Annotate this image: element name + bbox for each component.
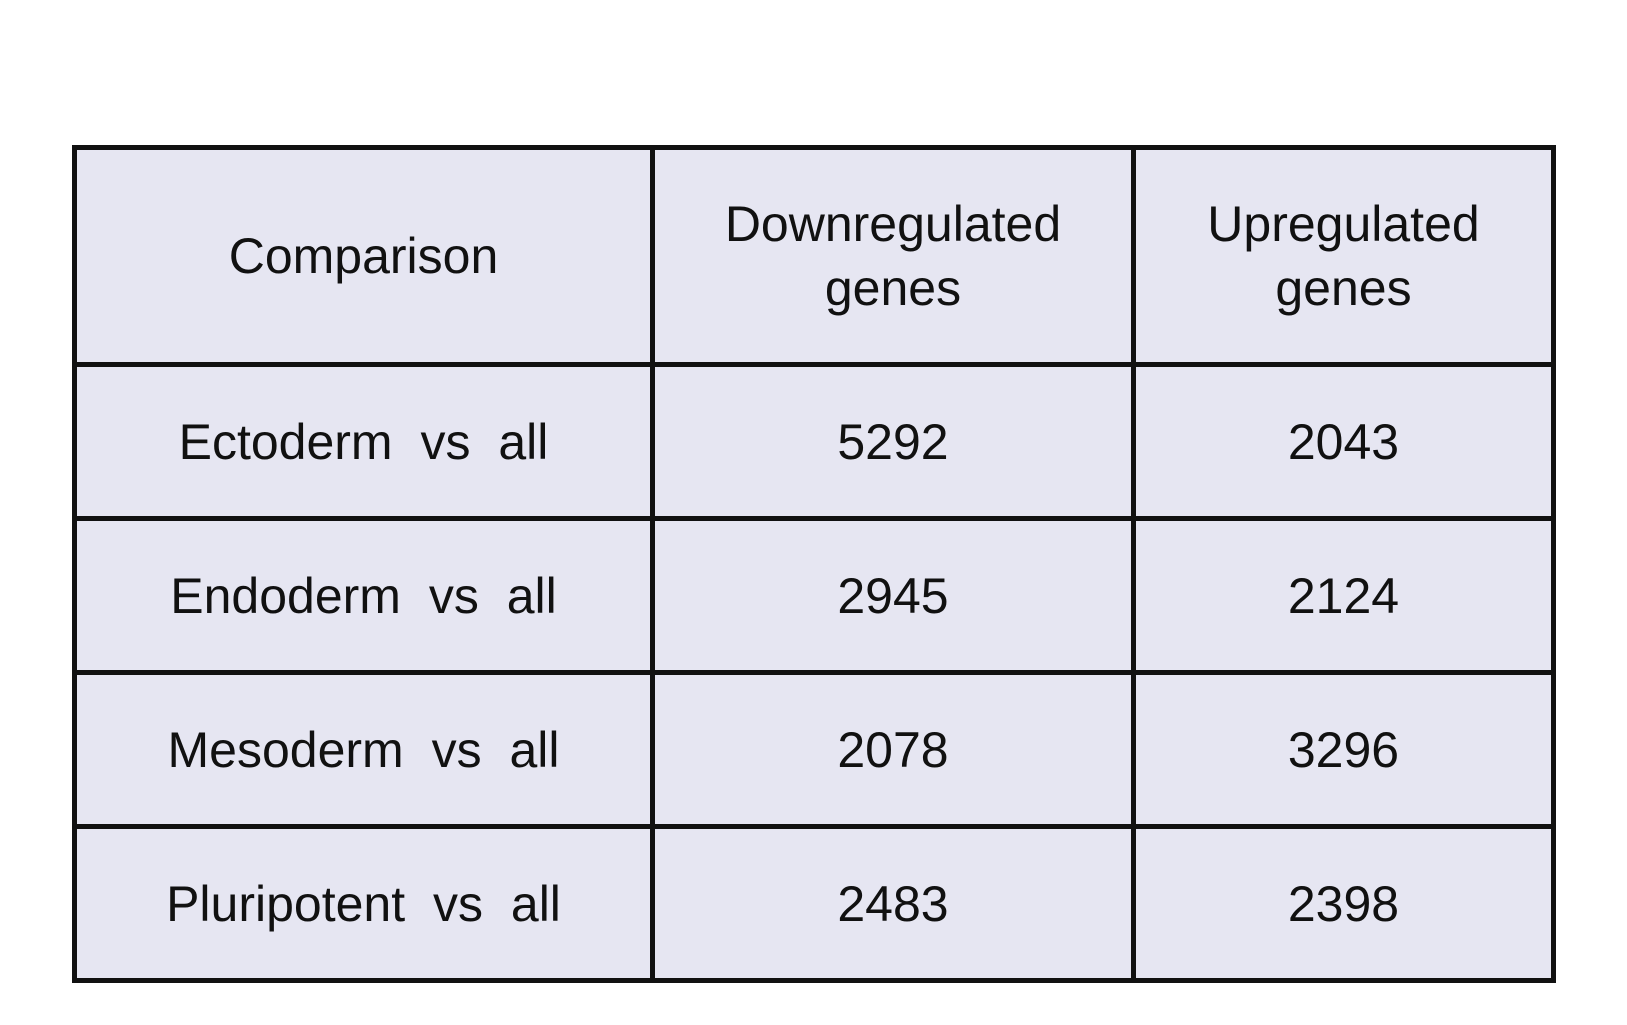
- upregulated-value: 2043: [1287, 413, 1400, 470]
- header-row: Comparison Downregulated genes Upregulat…: [72, 145, 1556, 367]
- header-cell-comparison: Comparison: [72, 145, 655, 367]
- downregulated-cell: 2945: [650, 516, 1136, 675]
- table-row: Pluripotent vs all 2483 2398: [72, 824, 1556, 983]
- comparison-cell: Endoderm vs all: [72, 516, 655, 675]
- upregulated-cell: 3296: [1131, 670, 1556, 829]
- upregulated-cell: 2398: [1131, 824, 1556, 983]
- upregulated-value: 2398: [1287, 875, 1400, 932]
- comparison-cell: Ectoderm vs all: [72, 362, 655, 521]
- downregulated-cell: 2078: [650, 670, 1136, 829]
- downregulated-value: 2483: [837, 875, 949, 932]
- downregulated-value: 5292: [837, 413, 949, 470]
- upregulated-cell: 2124: [1131, 516, 1556, 675]
- downregulated-value: 2945: [837, 567, 949, 624]
- table-row: Ectoderm vs all 5292 2043: [72, 362, 1556, 521]
- downregulated-cell: 2483: [650, 824, 1136, 983]
- comparison-cell: Pluripotent vs all: [72, 824, 655, 983]
- table-row: Mesoderm vs all 2078 3296: [72, 670, 1556, 829]
- table-row: Endoderm vs all 2945 2124: [72, 516, 1556, 675]
- upregulated-cell: 2043: [1131, 362, 1556, 521]
- upregulated-value: 3296: [1287, 721, 1400, 778]
- upregulated-value: 2124: [1287, 567, 1400, 624]
- header-cell-upregulated: Upregulated genes: [1131, 145, 1556, 367]
- header-label: Upregulated genes: [1207, 196, 1480, 316]
- comparison-cell: Mesoderm vs all: [72, 670, 655, 829]
- comparison-label: Mesoderm vs all: [167, 721, 560, 778]
- header-cell-downregulated: Downregulated genes: [650, 145, 1136, 367]
- downregulated-value: 2078: [837, 721, 949, 778]
- header-label: Downregulated genes: [724, 196, 1062, 316]
- downregulated-cell: 5292: [650, 362, 1136, 521]
- table-container: Comparison Downregulated genes Upregulat…: [72, 145, 1556, 983]
- header-label: Comparison: [228, 228, 499, 284]
- comparison-label: Pluripotent vs all: [166, 875, 561, 932]
- comparison-label: Endoderm vs all: [170, 567, 557, 624]
- comparison-label: Ectoderm vs all: [178, 413, 549, 470]
- gene-comparison-table: Comparison Downregulated genes Upregulat…: [72, 145, 1556, 983]
